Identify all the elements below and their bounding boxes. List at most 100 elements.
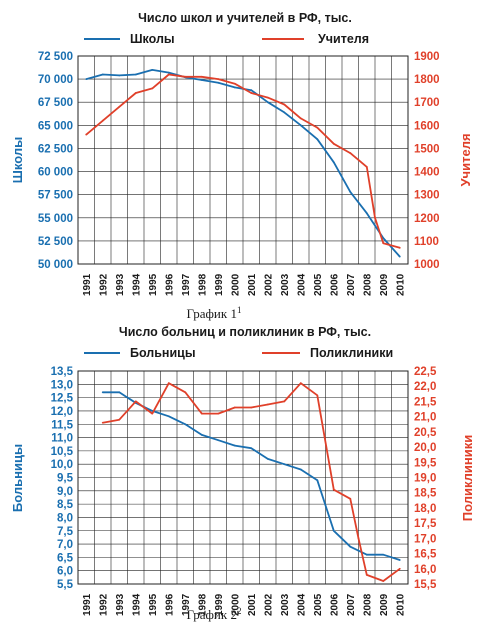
data-point: [349, 152, 352, 154]
data-point: [233, 86, 236, 89]
data-point: [200, 434, 203, 436]
data-point: [357, 537, 360, 540]
y-tick-label-right: 18,5: [414, 488, 437, 500]
y-tick-label-left: 65 000: [38, 120, 73, 132]
y-tick-label-left: 8,0: [57, 512, 73, 524]
data-point: [283, 463, 286, 466]
y-tick-label-left: 10,0: [51, 459, 73, 471]
chart-caption: График 22: [187, 606, 242, 622]
data-point: [200, 412, 203, 415]
caption-superscript: 2: [237, 606, 242, 616]
data-point: [233, 444, 236, 447]
y-tick-label-left: 9,5: [57, 473, 74, 485]
data-point: [118, 74, 121, 77]
y-tick-label-left: 13,0: [51, 379, 73, 391]
x-tick-label: 1994: [131, 593, 142, 616]
x-tick-label: 1998: [197, 273, 208, 296]
y-tick-label-left: 12,0: [51, 406, 73, 418]
data-point: [266, 403, 269, 406]
data-point: [217, 412, 220, 415]
data-point: [217, 78, 220, 81]
y-tick-label-right: 16,0: [414, 564, 436, 576]
data-point: [151, 412, 154, 415]
y-tick-label-right: 1600: [414, 120, 440, 132]
data-point: [266, 457, 269, 460]
data-point: [332, 529, 335, 532]
x-tick-label: 1997: [181, 593, 192, 616]
chart-caption: График 11: [187, 305, 242, 321]
plot-frame: [77, 370, 409, 585]
chart-1: Число школ и учителей в РФ, тыс. Школы Учи…: [10, 11, 473, 321]
data-point: [283, 103, 286, 106]
y-axis-title-left: Школы: [10, 137, 25, 183]
data-point: [398, 246, 401, 249]
data-point: [250, 447, 253, 450]
y-tick-label-right: 20,0: [414, 442, 436, 454]
x-tick-label: 2000: [230, 273, 241, 296]
y-tick-label-left: 8,5: [57, 499, 74, 511]
data-point: [200, 79, 203, 81]
data-point: [299, 124, 302, 127]
x-tick-label: 2004: [296, 593, 307, 616]
x-tick-label: 1997: [181, 273, 192, 296]
x-tick-label: 2006: [329, 593, 340, 616]
data-point: [316, 394, 319, 397]
data-point: [365, 212, 368, 215]
x-tick-label: 2003: [280, 593, 291, 616]
data-point: [101, 73, 104, 76]
y-tick-label-right: 1100: [414, 236, 439, 248]
y-tick-label-right: 1400: [414, 167, 440, 179]
data-point: [349, 190, 352, 193]
y-tick-label-left: 6,5: [57, 552, 74, 564]
x-tick-label: 1991: [82, 273, 93, 296]
y-tick-label-left: 10,5: [51, 446, 74, 458]
y-tick-label-left: 13,5: [51, 366, 74, 378]
y-tick-label-left: 70 000: [38, 74, 73, 86]
y-tick-label-right: 1500: [414, 143, 440, 155]
x-tick-label: 1999: [214, 593, 225, 616]
x-tick-label: 2002: [263, 593, 274, 616]
data-point: [167, 382, 170, 385]
y-axis-title-right: Поликлиники: [460, 435, 475, 521]
data-point: [118, 105, 121, 108]
y-tick-label-right: 16,5: [414, 549, 437, 561]
y-tick-label-right: 1900: [414, 51, 440, 63]
data-point: [250, 406, 253, 409]
data-point: [382, 580, 385, 582]
x-tick-label: 2006: [329, 273, 340, 296]
x-tick-label: 2001: [247, 273, 258, 296]
data-point: [398, 255, 401, 258]
data-point: [217, 81, 220, 84]
data-point: [85, 133, 88, 136]
data-point: [266, 101, 269, 104]
data-point: [101, 119, 104, 122]
y-tick-label-left: 52 500: [38, 236, 73, 248]
data-point: [299, 382, 302, 385]
x-tick-label: 1991: [82, 593, 93, 616]
x-tick-label: 2009: [379, 273, 390, 296]
y-tick-label-left: 50 000: [38, 259, 73, 271]
y-tick-label-right: 1800: [414, 74, 440, 86]
y-tick-label-right: 1000: [414, 259, 440, 271]
y-tick-label-left: 60 000: [38, 167, 73, 179]
data-point: [184, 391, 187, 394]
x-tick-label: 2001: [247, 593, 258, 616]
x-tick-label: 2004: [296, 273, 307, 296]
data-point: [151, 87, 154, 90]
y-tick-label-left: 12,5: [51, 393, 74, 405]
chart-title: Число школ и учителей в РФ, тыс.: [138, 11, 352, 25]
y-tick-label-left: 5,5: [57, 579, 74, 591]
y-axis-title-right: Учителя: [458, 133, 473, 186]
x-tick-label: 2007: [346, 593, 357, 616]
data-point: [299, 468, 302, 471]
data-point: [316, 138, 319, 141]
data-point: [398, 559, 401, 561]
x-tick-label: 2007: [346, 273, 357, 296]
y-tick-label-right: 17,0: [414, 533, 436, 545]
x-tick-label: 2000: [230, 593, 241, 616]
data-point: [250, 92, 253, 94]
data-point: [382, 553, 385, 556]
data-point: [233, 406, 236, 409]
x-tick-label: 2010: [395, 593, 406, 616]
data-point: [349, 545, 352, 548]
